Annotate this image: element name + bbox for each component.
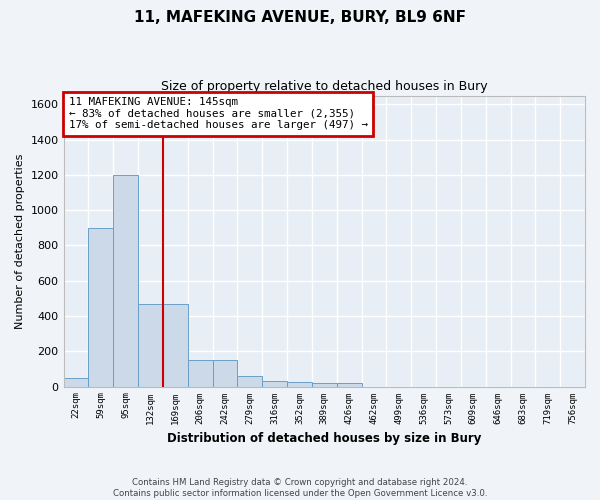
Bar	[88, 228, 113, 386]
X-axis label: Distribution of detached houses by size in Bury: Distribution of detached houses by size …	[167, 432, 481, 445]
Bar	[337, 383, 362, 386]
Bar	[64, 378, 88, 386]
Text: 11 MAFEKING AVENUE: 145sqm
← 83% of detached houses are smaller (2,355)
17% of s: 11 MAFEKING AVENUE: 145sqm ← 83% of deta…	[69, 97, 368, 130]
Text: Contains HM Land Registry data © Crown copyright and database right 2024.
Contai: Contains HM Land Registry data © Crown c…	[113, 478, 487, 498]
Bar	[238, 376, 262, 386]
Bar	[212, 360, 238, 386]
Bar	[188, 360, 212, 386]
Bar	[287, 382, 312, 386]
Text: 11, MAFEKING AVENUE, BURY, BL9 6NF: 11, MAFEKING AVENUE, BURY, BL9 6NF	[134, 10, 466, 25]
Bar	[113, 175, 138, 386]
Y-axis label: Number of detached properties: Number of detached properties	[15, 154, 25, 328]
Bar	[163, 304, 188, 386]
Title: Size of property relative to detached houses in Bury: Size of property relative to detached ho…	[161, 80, 488, 93]
Bar	[312, 383, 337, 386]
Bar	[262, 382, 287, 386]
Bar	[138, 304, 163, 386]
